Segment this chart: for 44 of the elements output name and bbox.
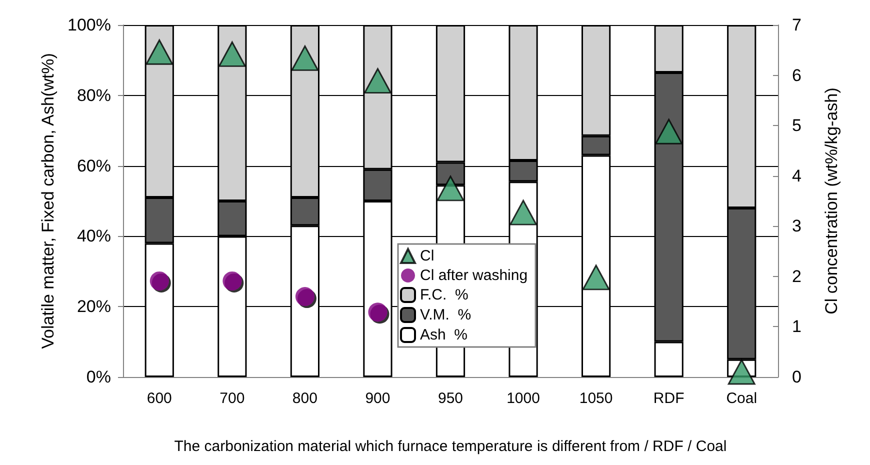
x-tick-label: 1000 bbox=[506, 390, 540, 407]
x-tick-label: 600 bbox=[146, 390, 172, 407]
y2-tick-label: 2 bbox=[792, 266, 802, 286]
y-axis-title: Volatile matter, Fixed carbon, Ash(wt%) bbox=[38, 53, 58, 349]
point bbox=[368, 302, 388, 322]
legend-label: V.M. % bbox=[420, 306, 472, 324]
x-tick-label: 700 bbox=[220, 390, 245, 407]
y-tick-label: 60% bbox=[76, 156, 111, 176]
y2-tick-label: 0 bbox=[792, 368, 802, 386]
y2-tick-label: 1 bbox=[792, 317, 802, 336]
point bbox=[510, 200, 538, 226]
y2-tick-label: 7 bbox=[792, 16, 802, 34]
y-tick-label: 80% bbox=[76, 86, 111, 105]
y-tick-label: 40% bbox=[76, 226, 111, 246]
point bbox=[218, 41, 246, 67]
point bbox=[655, 118, 683, 144]
x-tick-label: RDF bbox=[653, 390, 684, 407]
y2-axis-title: Cl concentration (wt%/kg-ash) bbox=[822, 88, 841, 314]
y2-tick-label: 3 bbox=[792, 216, 802, 236]
legend-label: Cl after washing bbox=[420, 267, 528, 284]
x-tick-label: Coal bbox=[726, 390, 758, 407]
legend-label: Cl bbox=[420, 248, 434, 264]
x-tick-label: 1050 bbox=[579, 390, 613, 407]
x-tick-label: 800 bbox=[292, 390, 318, 407]
x-axis-title: The carbonization material which furnace temperature is different from / RDF / Coal bbox=[174, 438, 727, 455]
x-tick-label: 950 bbox=[438, 390, 464, 407]
y-tick-label: 100% bbox=[68, 16, 111, 34]
point bbox=[295, 287, 314, 306]
y2-tick-label: 5 bbox=[792, 116, 802, 136]
point bbox=[291, 45, 319, 71]
point bbox=[222, 271, 242, 290]
y2-tick-label: 4 bbox=[792, 166, 802, 186]
point bbox=[146, 39, 174, 65]
point bbox=[728, 359, 756, 385]
point bbox=[364, 68, 392, 94]
point bbox=[150, 271, 169, 290]
x-tick-label: 900 bbox=[365, 390, 390, 407]
point bbox=[436, 176, 464, 202]
legend-label: Ash % bbox=[420, 326, 468, 344]
point bbox=[582, 264, 610, 290]
legend-label: F.C. % bbox=[420, 286, 468, 304]
y-tick-label: 20% bbox=[76, 297, 111, 316]
y2-tick-label: 6 bbox=[792, 66, 802, 85]
y-tick-label: 0% bbox=[86, 368, 111, 386]
